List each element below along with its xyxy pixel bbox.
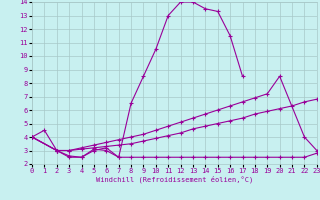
X-axis label: Windchill (Refroidissement éolien,°C): Windchill (Refroidissement éolien,°C) — [96, 176, 253, 183]
